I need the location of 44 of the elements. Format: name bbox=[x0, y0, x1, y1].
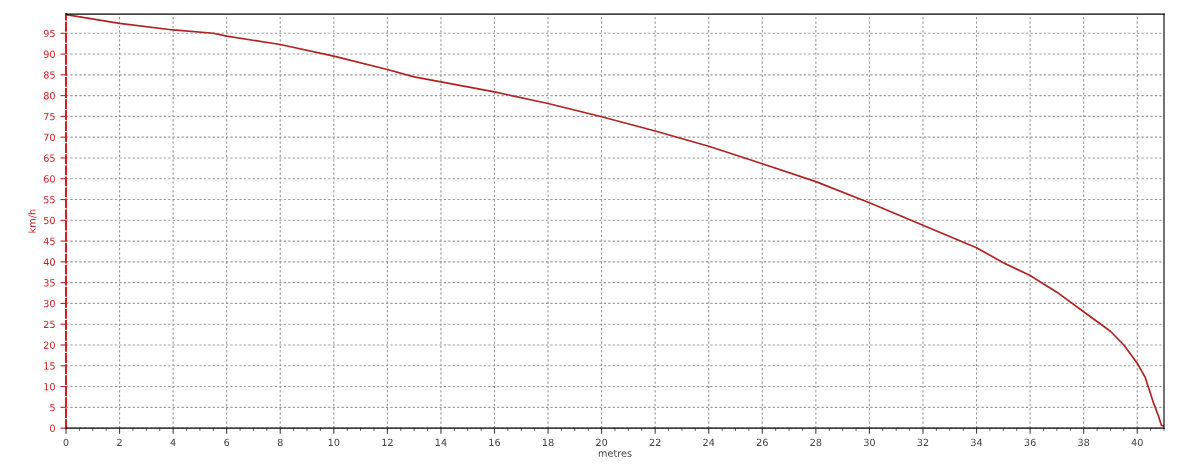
x-tick-label: 24 bbox=[703, 438, 715, 446]
y-tick-label: 5 bbox=[50, 403, 55, 412]
x-tick-label: 12 bbox=[382, 438, 393, 446]
x-tick-label: 28 bbox=[810, 438, 822, 447]
y-tick-label: 50 bbox=[43, 216, 55, 225]
y-tick-label: 75 bbox=[44, 113, 55, 121]
x-tick-label: 22 bbox=[649, 438, 661, 446]
x-tick-label: 26 bbox=[756, 438, 768, 447]
x-tick-label: 14 bbox=[435, 438, 447, 446]
y-tick-label: 65 bbox=[43, 154, 55, 162]
y-tick-label: 40 bbox=[43, 258, 55, 266]
y-tick-label: 70 bbox=[44, 133, 55, 142]
y-tick-label: 10 bbox=[44, 383, 55, 391]
y-tick-label: 60 bbox=[43, 175, 55, 183]
x-tick-label: 30 bbox=[863, 438, 875, 447]
y-tick-label: 30 bbox=[43, 299, 55, 308]
x-tick-label: 40 bbox=[1131, 438, 1143, 447]
x-tick-label: 4 bbox=[170, 438, 176, 446]
y-tick-label: 90 bbox=[43, 50, 55, 58]
x-tick-label: 18 bbox=[542, 438, 554, 447]
x-axis-title: metres bbox=[598, 449, 632, 457]
x-tick-label: 34 bbox=[971, 438, 983, 447]
y-tick-label: 0 bbox=[50, 424, 55, 432]
x-tick-label: 8 bbox=[277, 438, 283, 447]
y-tick-label: 55 bbox=[43, 196, 55, 204]
y-tick-label: 35 bbox=[43, 279, 55, 287]
x-tick-label: 2 bbox=[117, 438, 122, 446]
y-tick-label: 25 bbox=[43, 320, 55, 329]
x-tick-label: 20 bbox=[596, 438, 608, 447]
y-tick-label: 20 bbox=[43, 341, 55, 349]
y-tick-label: 85 bbox=[43, 71, 55, 79]
y-tick-label: 15 bbox=[44, 362, 55, 370]
x-tick-label: 38 bbox=[1078, 438, 1090, 447]
y-tick-label: 95 bbox=[43, 29, 55, 38]
y-axis-title: km/h bbox=[28, 209, 37, 233]
line-series bbox=[66, 14, 1164, 427]
x-tick-label: 6 bbox=[224, 438, 230, 447]
y-tick-label: 80 bbox=[43, 92, 55, 100]
x-tick-label: 32 bbox=[917, 438, 929, 447]
y-tick-label: 45 bbox=[43, 237, 55, 245]
x-tick-label: 16 bbox=[489, 438, 501, 447]
x-tick-label: 36 bbox=[1024, 438, 1036, 447]
x-tick-label: 10 bbox=[328, 438, 340, 447]
x-tick-label: 0 bbox=[63, 438, 69, 447]
